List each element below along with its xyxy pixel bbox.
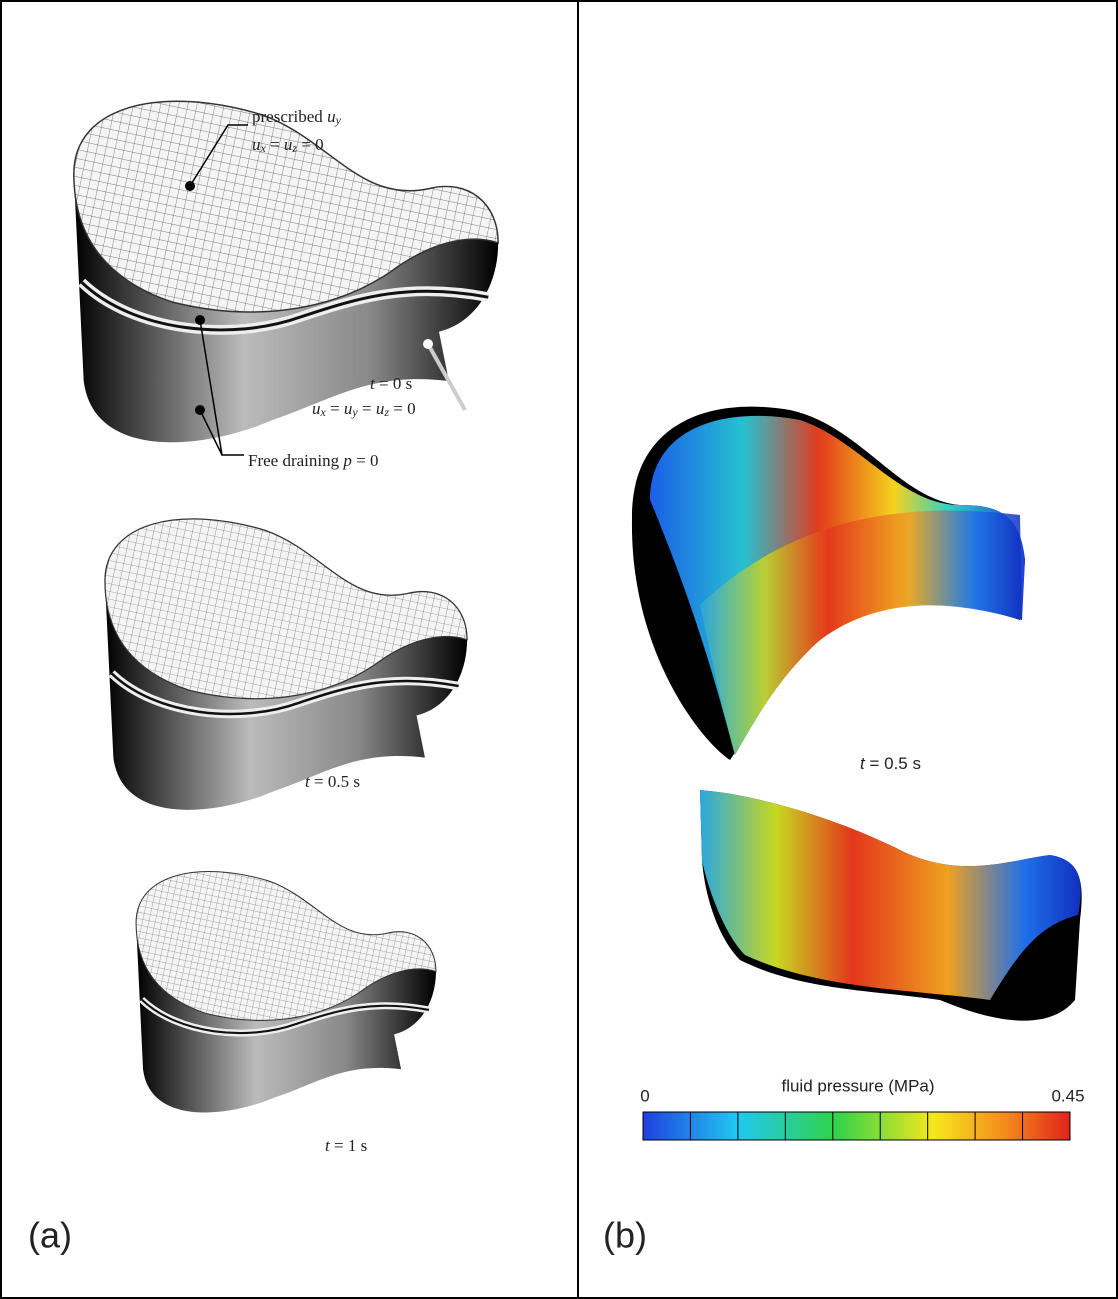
text-part: Free draining: [248, 451, 343, 470]
text-part: =: [326, 399, 344, 418]
text-part: prescribed: [252, 107, 327, 126]
panel-label: (b): [603, 1215, 647, 1256]
time-label: t = 0.5 s: [305, 772, 360, 791]
pressure-field-2: [700, 790, 1082, 1021]
colorbar-max: 0.45: [1051, 1086, 1084, 1105]
figure: prescribed uy ux = uz = 0 t = 0 s ux = u…: [0, 0, 1118, 1299]
text-part: = 0 s: [375, 374, 412, 393]
text-part: u: [284, 135, 293, 154]
text-part: = 0: [297, 135, 324, 154]
text-part: u: [344, 399, 353, 418]
text-part: =: [358, 399, 376, 418]
dot: [185, 181, 195, 191]
text-part: p: [342, 451, 352, 470]
text-part: = 0: [389, 399, 416, 418]
pressure-field-1: [632, 407, 1025, 760]
dot: [195, 315, 205, 325]
dot: [423, 339, 433, 349]
colorbar-min: 0: [640, 1086, 649, 1105]
mesh-t05: [105, 519, 467, 810]
time-label: t = 0.5 s: [860, 754, 921, 773]
text-part: =: [266, 135, 284, 154]
colorbar-title: fluid pressure (MPa): [781, 1076, 934, 1095]
panel-label: (a): [28, 1215, 72, 1256]
annotation: Free draining p = 0: [248, 451, 378, 470]
time-label: t = 0 s: [370, 374, 412, 393]
colorbar: [643, 1112, 1070, 1140]
text-part: u: [376, 399, 385, 418]
text-part: = 1 s: [330, 1136, 367, 1155]
text-part: u: [252, 135, 261, 154]
dot: [195, 405, 205, 415]
annotation: ux = uy = uz = 0: [312, 399, 416, 419]
text-part: = 0: [352, 451, 379, 470]
time-label: t = 1 s: [325, 1136, 367, 1155]
text-part: = 0.5 s: [865, 754, 921, 773]
annotation: prescribed uy: [252, 107, 342, 127]
text-part: = 0.5 s: [310, 772, 360, 791]
mesh-t1: [136, 872, 436, 1113]
text-part: y: [335, 113, 342, 127]
text-part: u: [327, 107, 336, 126]
text-part: u: [312, 399, 321, 418]
